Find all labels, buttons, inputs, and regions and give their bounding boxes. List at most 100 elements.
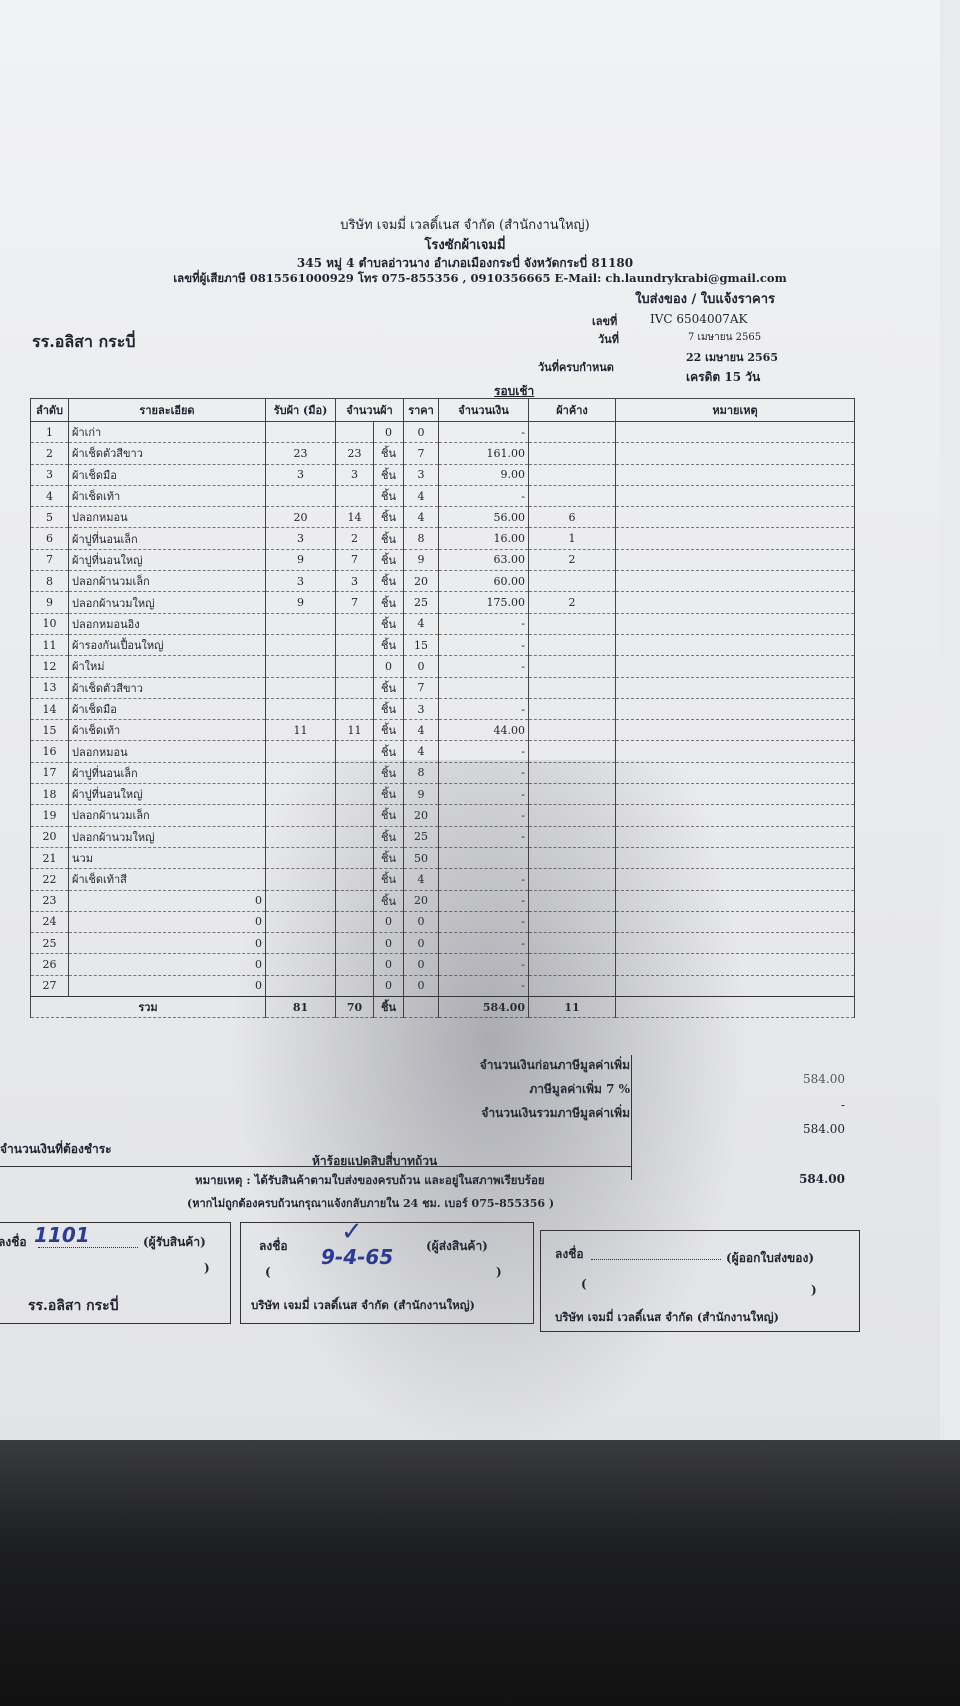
table-row: 12 ผ้าใหม่ 0 0- — [30, 655, 855, 678]
sender-paren-open: ( — [265, 1265, 271, 1279]
row-pending — [528, 783, 616, 806]
row-qty — [335, 761, 374, 785]
items-table: ลำดับ รายละเอียด รับผ้า (มือ) จำนวนผ้า ร… — [30, 398, 855, 1019]
row-price: 8 — [403, 761, 439, 785]
row-note — [615, 761, 855, 785]
table-row: 24 0 0 0- — [30, 910, 855, 934]
row-unit: ชิ้น — [373, 506, 404, 529]
row-detail: ผ้าเช็ดมือ — [68, 697, 266, 721]
row-qty — [335, 484, 374, 508]
row-amount: - — [438, 804, 529, 827]
total-unit: ชิ้น — [373, 996, 404, 1019]
row-qty — [335, 932, 374, 955]
payable-label: จำนวนเงินที่ต้องชำระ — [0, 1142, 112, 1156]
row-qty: 14 — [335, 506, 374, 529]
payable-divider — [0, 1166, 632, 1167]
row-detail: ผ้าปูที่นอนใหญ่ — [68, 783, 266, 806]
row-note — [615, 719, 855, 742]
row-received: 3 — [265, 570, 336, 593]
row-no: 10 — [30, 612, 69, 635]
row-no: 2 — [30, 442, 69, 465]
row-pending: 2 — [528, 591, 616, 614]
row-price: 8 — [403, 527, 439, 550]
row-unit: ชิ้น — [373, 591, 404, 614]
row-amount: - — [438, 420, 529, 444]
col-header-price: ราคา — [403, 398, 439, 422]
with-vat-value: 584.00 — [803, 1122, 845, 1136]
table-row: 11 ผ้ารองกันเปื้อนใหญ่ ชิ้น 15- — [30, 633, 855, 657]
row-detail: 0 — [68, 974, 266, 998]
table-row: 6 ผ้าปูที่นอนเล็ก 3 2 ชิ้น 8 16.00 1 — [30, 527, 855, 550]
row-price: 9 — [403, 548, 439, 572]
table-row: 27 0 0 0- — [30, 974, 855, 998]
row-amount: - — [438, 974, 529, 998]
payable-value: 584.00 — [799, 1172, 845, 1186]
row-amount: 9.00 — [438, 463, 529, 486]
row-price: 9 — [403, 783, 439, 806]
row-no: 12 — [30, 655, 69, 678]
row-unit: ชิ้น — [373, 761, 404, 785]
row-note — [615, 633, 855, 657]
row-received — [265, 974, 336, 998]
table-row: 25 0 0 0- — [30, 932, 855, 955]
sender-role: (ผู้ส่งสินค้า) — [426, 1239, 488, 1253]
row-price: 7 — [403, 442, 439, 465]
total-label: รวม — [30, 996, 266, 1019]
col-header-amount: จำนวนเงิน — [438, 398, 529, 422]
row-amount: - — [438, 783, 529, 806]
row-price: 25 — [403, 825, 439, 848]
note-received: หมายเหตุ : ได้รับสินค้าตามใบส่งของครบถ้ว… — [195, 1173, 545, 1187]
row-amount: - — [438, 889, 529, 912]
row-no: 15 — [30, 719, 69, 742]
row-price: 0 — [403, 910, 439, 934]
table-row: 1 ผ้าเก่า 0 0- — [30, 420, 855, 444]
row-received — [265, 825, 336, 848]
invoice-date: 7 เมษายน 2565 — [688, 332, 762, 343]
row-unit: ชิ้น — [373, 548, 404, 572]
row-unit: ชิ้น — [373, 889, 404, 912]
row-received — [265, 804, 336, 827]
sender-org: บริษัท เจมมี่ เวลดิ์เนส จำกัด (สำนักงานใ… — [251, 1298, 475, 1312]
row-no: 14 — [30, 697, 69, 721]
table-row: 8 ปลอกผ้านวมเล็ก 3 3 ชิ้น 20 60.00 — [30, 570, 855, 593]
row-pending: 6 — [528, 506, 616, 529]
row-no: 26 — [30, 953, 69, 976]
receiver-org: รร.อลิสา กระบี่ — [28, 1298, 119, 1314]
row-detail: ปลอกผ้านวมใหญ่ — [68, 591, 266, 614]
table-row: 22 ผ้าเช็ดเท้าสี ชิ้น 4- — [30, 868, 855, 891]
signature-box-receiver: ลงชื่อ 1101 (ผู้รับสินค้า) ) รร.อลิสา กร… — [0, 1222, 231, 1324]
table-row: 5 ปลอกหมอน 20 14 ชิ้น 4 56.00 6 — [30, 506, 855, 529]
row-note — [615, 783, 855, 806]
row-no: 11 — [30, 633, 69, 657]
credit-terms: เครดิต 15 วัน — [686, 370, 761, 384]
row-note — [615, 889, 855, 912]
row-no: 4 — [30, 484, 69, 508]
company-branch: โรงซักผ้าเจมมี่ — [424, 238, 506, 253]
row-qty — [335, 825, 374, 848]
row-received — [265, 420, 336, 444]
issuer-sign-label: ลงชื่อ — [555, 1247, 584, 1261]
row-received — [265, 761, 336, 785]
row-note — [615, 868, 855, 891]
row-note — [615, 655, 855, 678]
row-pending — [528, 868, 616, 891]
table-row: 10 ปลอกหมอนอิง ชิ้น 4- — [30, 612, 855, 635]
row-unit: 0 — [373, 655, 404, 678]
row-price: 4 — [403, 868, 439, 891]
row-note — [615, 846, 855, 870]
row-detail: ผ้าปูที่นอนใหญ่ — [68, 548, 266, 572]
number-label: เลขที่ — [592, 315, 618, 328]
row-amount: 63.00 — [438, 548, 529, 572]
col-header-received: รับผ้า (มือ) — [265, 398, 336, 422]
row-pending — [528, 570, 616, 593]
row-pending: 1 — [528, 527, 616, 550]
row-amount: - — [438, 740, 529, 763]
row-unit: ชิ้น — [373, 719, 404, 742]
row-unit: ชิ้น — [373, 570, 404, 593]
row-received — [265, 655, 336, 678]
signature-box-sender: ลงชื่อ ✓ (ผู้ส่งสินค้า) ( 9-4-65 ) บริษั… — [240, 1217, 534, 1324]
row-no: 21 — [30, 846, 69, 870]
row-unit: ชิ้น — [373, 484, 404, 508]
row-amount — [438, 676, 529, 699]
issuer-role: (ผู้ออกใบส่งของ) — [726, 1251, 814, 1265]
